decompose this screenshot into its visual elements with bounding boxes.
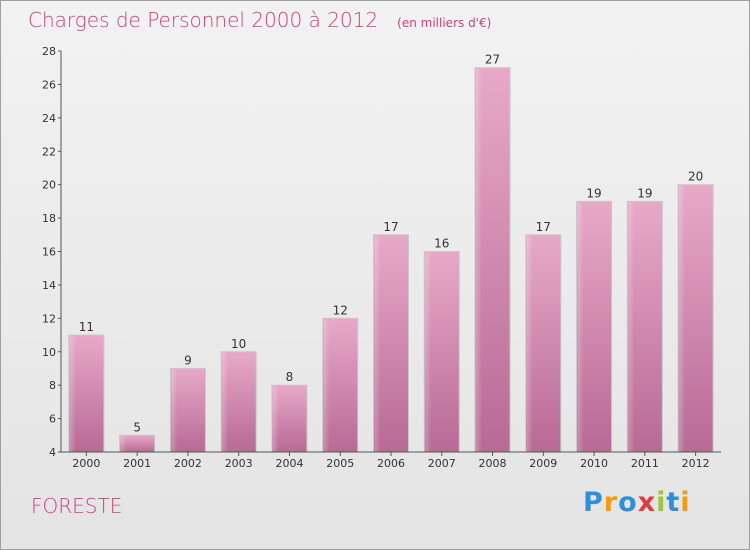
x-tick-label: 2003 bbox=[225, 457, 253, 470]
bar-value-label: 8 bbox=[286, 370, 294, 384]
bar-highlight bbox=[171, 369, 178, 452]
x-tick-label: 2008 bbox=[479, 457, 507, 470]
logo-letter: i bbox=[656, 487, 667, 518]
y-tick-label: 20 bbox=[42, 179, 56, 192]
bar-highlight bbox=[679, 185, 686, 452]
bar-highlight bbox=[272, 386, 279, 452]
logo-letter: o bbox=[618, 487, 638, 518]
bar-group: 12 bbox=[322, 303, 359, 453]
x-tick-label: 2009 bbox=[529, 457, 557, 470]
y-tick-label: 4 bbox=[49, 446, 56, 459]
x-tick-label: 2011 bbox=[631, 457, 659, 470]
bar-value-label: 17 bbox=[383, 220, 398, 234]
y-tick-label: 10 bbox=[42, 346, 56, 359]
bar-group: 8 bbox=[271, 370, 308, 453]
x-tick-label: 2006 bbox=[377, 457, 405, 470]
bar-value-label: 16 bbox=[434, 237, 449, 251]
bar-highlight bbox=[69, 336, 76, 452]
bar-group: 17 bbox=[525, 220, 562, 453]
bar-value-label: 27 bbox=[485, 53, 500, 67]
y-tick-label: 6 bbox=[49, 413, 56, 426]
bar-value-label: 10 bbox=[231, 337, 246, 351]
axis-layer: 4 6 8 10 12 14 16 18 20 22 24 26 28 2000 2001 2002 2003 2… bbox=[42, 45, 721, 470]
y-tick-label: 22 bbox=[42, 145, 56, 158]
x-tick-label: 2005 bbox=[326, 457, 354, 470]
y-tick-label: 12 bbox=[42, 312, 56, 325]
chart-subtitle: (en milliers d'€) bbox=[397, 16, 492, 30]
bar-highlight bbox=[425, 252, 432, 452]
chart-title: Charges de Personnel 2000 à 2012 bbox=[28, 8, 379, 32]
x-tick-label: 2004 bbox=[275, 457, 303, 470]
y-tick-label: 14 bbox=[42, 279, 56, 292]
bar-group: 11 bbox=[68, 320, 105, 453]
bar-value-label: 9 bbox=[184, 353, 192, 367]
bar-group: 20 bbox=[677, 170, 714, 453]
proxiti-logo: Proxiti bbox=[583, 487, 691, 518]
bar-value-label: 11 bbox=[79, 320, 94, 334]
x-tick-label: 2012 bbox=[682, 457, 710, 470]
y-tick-label: 18 bbox=[42, 212, 56, 225]
bar-group: 19 bbox=[626, 186, 663, 453]
bar-value-label: 20 bbox=[688, 170, 703, 184]
bar-group: 9 bbox=[169, 353, 206, 453]
bar-group: 27 bbox=[474, 53, 511, 453]
x-tick-label: 2010 bbox=[580, 457, 608, 470]
bar-value-label: 19 bbox=[637, 186, 652, 200]
title-row: Charges de Personnel 2000 à 2012 (en mil… bbox=[28, 8, 491, 32]
location-label: FORESTE bbox=[31, 494, 123, 518]
bar-highlight bbox=[476, 68, 483, 452]
y-tick-label: 24 bbox=[42, 112, 56, 125]
logo-letter: t bbox=[666, 487, 681, 518]
bar-highlight bbox=[628, 202, 635, 452]
y-tick-label: 8 bbox=[49, 379, 56, 392]
bar-highlight bbox=[374, 235, 381, 452]
bar-value-label: 12 bbox=[333, 303, 348, 317]
x-tick-label: 2002 bbox=[174, 457, 202, 470]
x-tick-label: 2000 bbox=[72, 457, 100, 470]
x-tick-label: 2007 bbox=[428, 457, 456, 470]
x-tick-label: 2001 bbox=[123, 457, 151, 470]
y-tick-label: 26 bbox=[42, 78, 56, 91]
bar-value-label: 5 bbox=[133, 420, 141, 434]
bar-group: 5 bbox=[119, 420, 156, 453]
logo-letter: x bbox=[637, 487, 657, 518]
bar-group: 17 bbox=[373, 220, 409, 453]
bar-value-label: 19 bbox=[586, 186, 601, 200]
bar-highlight bbox=[120, 436, 127, 452]
bar-highlight bbox=[323, 319, 330, 452]
logo-letter: P bbox=[583, 487, 604, 518]
bars-layer: 11 5 9 10 8 12 17 16 27 17 19 19 20 bbox=[68, 53, 714, 453]
bar-value-label: 17 bbox=[536, 220, 551, 234]
bar-highlight bbox=[222, 352, 229, 452]
bar-highlight bbox=[577, 202, 584, 452]
y-tick-label: 28 bbox=[42, 45, 56, 58]
bar-highlight bbox=[526, 235, 533, 452]
logo-letter: i bbox=[680, 487, 691, 518]
bar-group: 19 bbox=[576, 186, 613, 453]
bar-group: 10 bbox=[220, 337, 257, 453]
bar-group: 16 bbox=[423, 237, 460, 453]
y-tick-label: 16 bbox=[42, 246, 56, 259]
logo-letter: r bbox=[603, 487, 619, 518]
